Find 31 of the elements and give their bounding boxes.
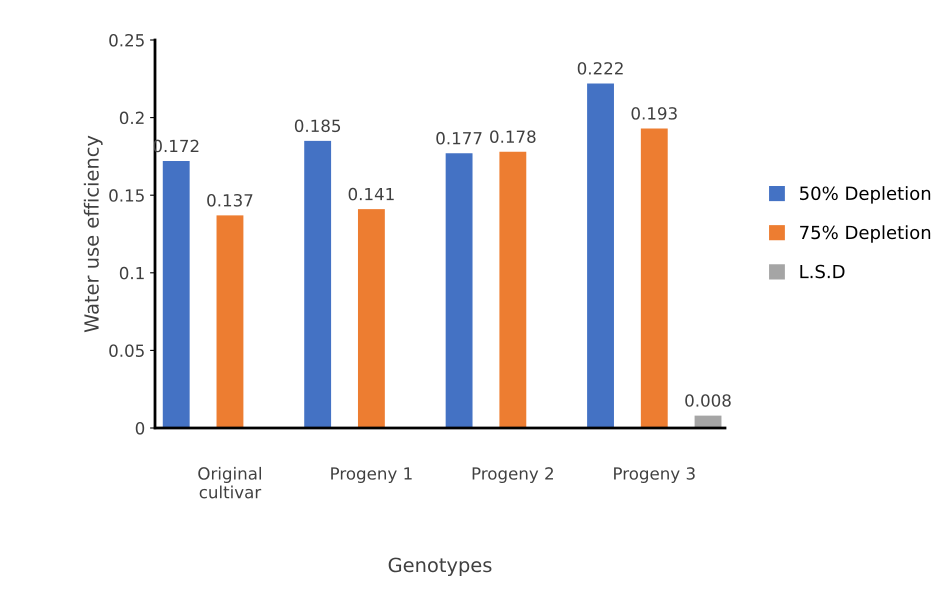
data-label: 0.222 xyxy=(578,62,623,75)
data-label: 0.178 xyxy=(490,130,536,143)
data-label: 0.193 xyxy=(632,107,677,120)
bar xyxy=(358,209,385,428)
data-label: 0.141 xyxy=(348,188,394,200)
y-tick-label: 0.1 xyxy=(120,266,144,280)
data-label: 0.137 xyxy=(207,194,252,207)
legend-label: 75% Depletion xyxy=(800,225,930,243)
legend-label: 50% Depletion xyxy=(800,186,930,204)
y-tick-label: 0.05 xyxy=(109,344,144,357)
data-label: 0.185 xyxy=(294,119,340,132)
bar xyxy=(499,152,526,428)
bar xyxy=(304,140,332,428)
x-tick-label: Progeny 1 xyxy=(331,467,412,484)
bar xyxy=(216,215,244,428)
y-tick-label: 0.25 xyxy=(109,34,144,47)
y-axis-title: Water use efficiency xyxy=(84,136,103,332)
bar xyxy=(587,83,614,428)
x-tick-label: Original cultivar xyxy=(198,466,262,498)
x-axis-title: Genotypes xyxy=(388,558,492,576)
data-label: 0.177 xyxy=(436,132,482,145)
y-tick-label: 0.2 xyxy=(120,112,144,124)
y-tick-label: 0.15 xyxy=(109,189,144,202)
bar xyxy=(446,153,473,428)
y-tick-label: 0 xyxy=(136,422,144,435)
x-tick-label: Progeny 3 xyxy=(614,467,695,484)
x-tick-label: Progeny 2 xyxy=(472,467,553,484)
data-label: 0.008 xyxy=(685,394,731,407)
bar xyxy=(162,161,190,428)
bar xyxy=(640,128,668,428)
legend-label: L.S.D xyxy=(800,264,844,278)
